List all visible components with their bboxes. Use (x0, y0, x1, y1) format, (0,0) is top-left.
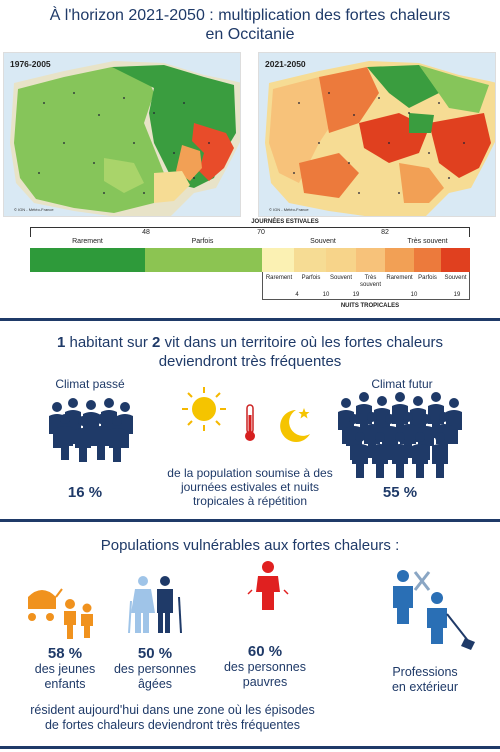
moon-icon (280, 408, 310, 442)
map-left-label: 1976-2005 (10, 59, 51, 69)
sun-icon (182, 387, 226, 431)
legend-tick-left (30, 227, 31, 237)
past-climate-label: Climat passé (55, 377, 125, 391)
legend-night-tick-19a: 19 (352, 292, 360, 298)
thermometer-icon (245, 404, 255, 441)
map-1976-2005: 1976-2005 © IGN - Météo-France (3, 52, 241, 217)
separator-3 (0, 746, 500, 749)
elderly-couple-icon (128, 576, 182, 634)
legend-night-tick-10b: 10 (410, 292, 418, 298)
legend-swatch-4 (326, 248, 356, 272)
people-group-past-icon (49, 398, 133, 462)
workers-icon (393, 570, 475, 650)
legend-night-tick-10a: 10 (322, 292, 330, 298)
page-title: À l'horizon 2021-2050 : multiplication d… (0, 6, 500, 44)
poor-percentage: 60 % (247, 643, 283, 660)
map-left-credit: © IGN - Météo-France (14, 207, 54, 212)
legend-night-tick-19b: 19 (453, 292, 461, 298)
legend-swatch-6 (385, 248, 414, 272)
section2-footer: résident aujourd'hui dans une zone où le… (30, 703, 315, 732)
map-2021-2050: 2021-2050 © IGN - Météo-France (258, 52, 496, 217)
section1-headline-line1: 1 habitant sur 2 vit dans un territoire … (56, 334, 444, 351)
section1-headline: 1 habitant sur 2 vit dans un territoire … (0, 333, 500, 371)
legend-nights-title: NUITS TROPICALES (340, 303, 400, 309)
legend-nights-box (262, 272, 470, 300)
legend-night-0: Rarement (265, 275, 293, 281)
map-left-graphic (4, 53, 240, 216)
people-group-future-icon (338, 392, 462, 478)
legend-class-parfois: Parfois (191, 238, 214, 245)
title-line-1: À l'horizon 2021-2050 : multiplication d… (49, 7, 451, 24)
title-line-2: en Occitanie (205, 26, 295, 43)
separator-1 (0, 318, 500, 321)
stroller-children-icon (28, 588, 93, 639)
legend-swatch-0 (30, 248, 145, 272)
map-right-graphic (259, 53, 495, 216)
poor-person-icon (247, 561, 289, 610)
legend-night-4: Rarement (386, 275, 413, 281)
legend-tick-48: 48 (142, 229, 150, 236)
children-label: des jeunes enfants (34, 662, 96, 691)
separator-2 (0, 519, 500, 522)
legend-days-title: JOURNÉES ESTIVALES (251, 219, 319, 225)
past-percentage: 16 % (67, 484, 103, 501)
legend: JOURNÉES ESTIVALES 48 70 82 Rarement Par… (0, 219, 500, 319)
future-climate-label: Climat futur (371, 377, 433, 391)
elderly-percentage: 50 % (137, 645, 173, 662)
legend-swatch-3 (294, 248, 326, 272)
legend-class-tres-souvent: Très souvent (407, 238, 448, 245)
poor-label: des personnes pauvres (223, 660, 306, 689)
legend-night-6: Souvent (444, 275, 467, 281)
legend-class-souvent: Souvent (310, 238, 336, 245)
legend-night-1: Parfois (301, 275, 321, 281)
legend-swatch-5 (356, 248, 385, 272)
legend-swatch-8 (441, 248, 470, 272)
elderly-label: des personnes âgées (113, 662, 196, 691)
legend-night-tick-4: 4 (295, 292, 299, 298)
legend-days-line (30, 227, 470, 228)
section2-title: Populations vulnérables aux fortes chale… (100, 537, 400, 554)
legend-swatch-1 (145, 248, 262, 272)
legend-swatch-2 (262, 248, 294, 272)
future-percentage: 55 % (382, 484, 418, 501)
children-percentage: 58 % (47, 645, 83, 662)
center-description: de la population soumise à des journées … (167, 466, 333, 508)
legend-night-3: Très souvent (359, 275, 381, 288)
legend-night-5: Parfois (418, 275, 437, 281)
legend-class-rarement: Rarement (72, 238, 103, 245)
map-right-credit: © IGN - Météo-France (269, 207, 309, 212)
map-right-label: 2021-2050 (265, 59, 306, 69)
section1-headline-line2: deviendront très fréquentes (158, 353, 342, 370)
legend-tick-82: 82 (381, 229, 389, 236)
legend-swatch-7 (414, 248, 441, 272)
legend-tick-right (469, 227, 470, 237)
legend-night-2: Souvent (329, 275, 353, 281)
legend-tick-70: 70 (257, 229, 265, 236)
workers-label: Professions en extérieur (391, 665, 458, 694)
